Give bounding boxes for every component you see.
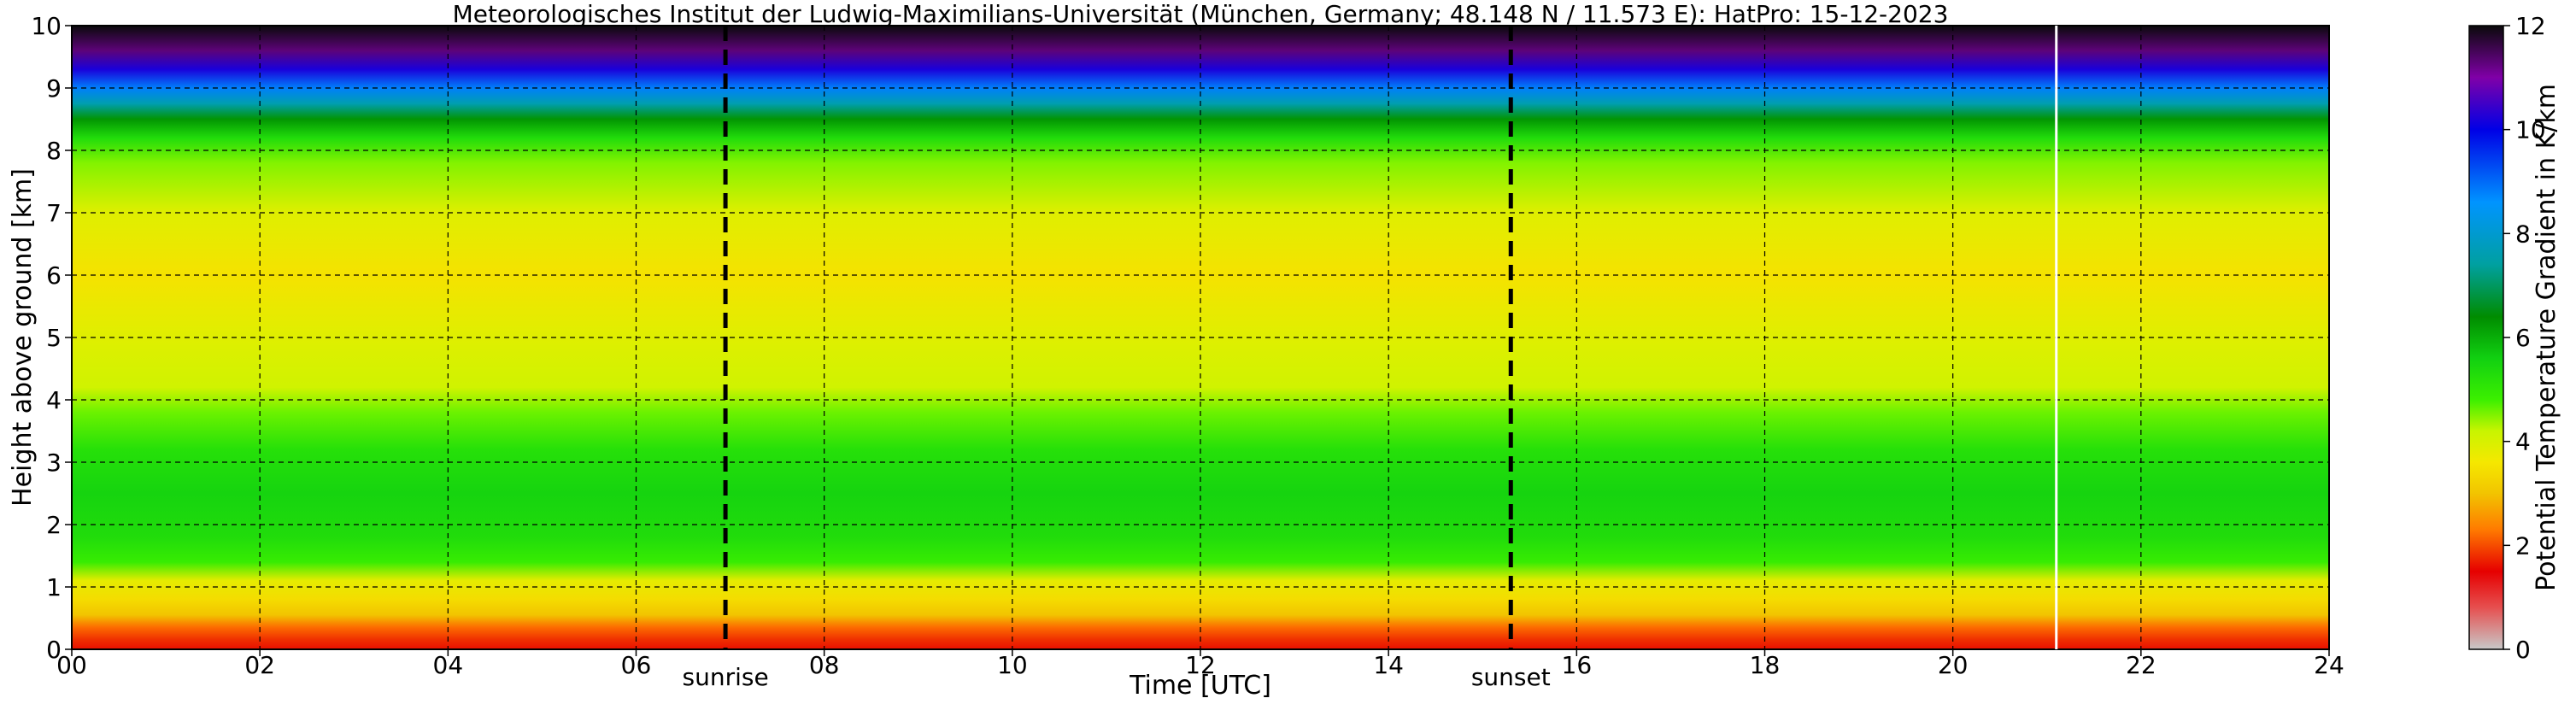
colorbar-tick-label: 12 [2515, 12, 2546, 40]
x-tick-label: 08 [809, 651, 840, 679]
colorbar-bar [2468, 25, 2504, 650]
y-tick-label: 7 [46, 199, 62, 227]
y-tick-label: 3 [46, 449, 62, 477]
y-tick-label: 0 [46, 636, 62, 664]
x-tick-label: 02 [244, 651, 275, 679]
x-axis: 00 02 04 06 08 10 12 14 16 18 20 22 24 [56, 649, 2344, 679]
x-tick-label: 04 [433, 651, 464, 679]
x-tick-label: 18 [1750, 651, 1781, 679]
plot-area [71, 25, 2330, 650]
colorbar-tick-label: 8 [2515, 220, 2531, 248]
x-tick-label: 06 [621, 651, 652, 679]
y-tick-label: 4 [46, 386, 62, 414]
x-tick-label: 12 [1185, 651, 1216, 679]
chart-title: Meteorologisches Institut der Ludwig-Max… [453, 0, 1949, 28]
x-axis-label: Time [UTC] [1129, 671, 1271, 701]
x-tick-label: 00 [56, 651, 87, 679]
y-tick-label: 8 [46, 137, 62, 165]
y-tick-label: 2 [46, 511, 62, 539]
marker-labels: sunrise sunset [682, 663, 1550, 691]
marker-label-sunrise: sunrise [682, 663, 768, 691]
y-tick-label: 5 [46, 324, 62, 352]
x-tick-label: 24 [2314, 651, 2344, 679]
x-tick-label: 14 [1373, 651, 1404, 679]
y-tick-label: 9 [46, 74, 62, 103]
colorbar-tick-label: 10 [2515, 116, 2546, 144]
x-tick-label: 16 [1562, 651, 1593, 679]
grid-lines [72, 26, 2329, 649]
y-tick-label: 6 [46, 261, 62, 290]
marker-label-sunset: sunset [1471, 663, 1551, 691]
colorbar: 0 2 4 6 8 10 12 [2468, 12, 2546, 664]
x-tick-label: 10 [997, 651, 1028, 679]
colorbar-tick-label: 0 [2515, 636, 2531, 664]
y-tick-label: 10 [31, 12, 62, 40]
y-tick-label: 1 [46, 573, 62, 601]
x-tick-label: 20 [1938, 651, 1969, 679]
marker-lines [723, 26, 1513, 649]
colorbar-tick-label: 2 [2515, 531, 2531, 560]
x-tick-label: 22 [2126, 651, 2156, 679]
colorbar-ticks: 0 2 4 6 8 10 12 [2503, 12, 2546, 664]
y-axis-label: Height above ground [km] [8, 168, 38, 507]
colorbar-tick-label: 4 [2515, 428, 2531, 456]
colorbar-tick-label: 6 [2515, 324, 2531, 352]
y-axis: 0 1 2 3 4 5 6 7 8 9 10 [31, 12, 72, 664]
colorbar-label: Potential Temperature Gradient in K/km [2532, 84, 2561, 591]
